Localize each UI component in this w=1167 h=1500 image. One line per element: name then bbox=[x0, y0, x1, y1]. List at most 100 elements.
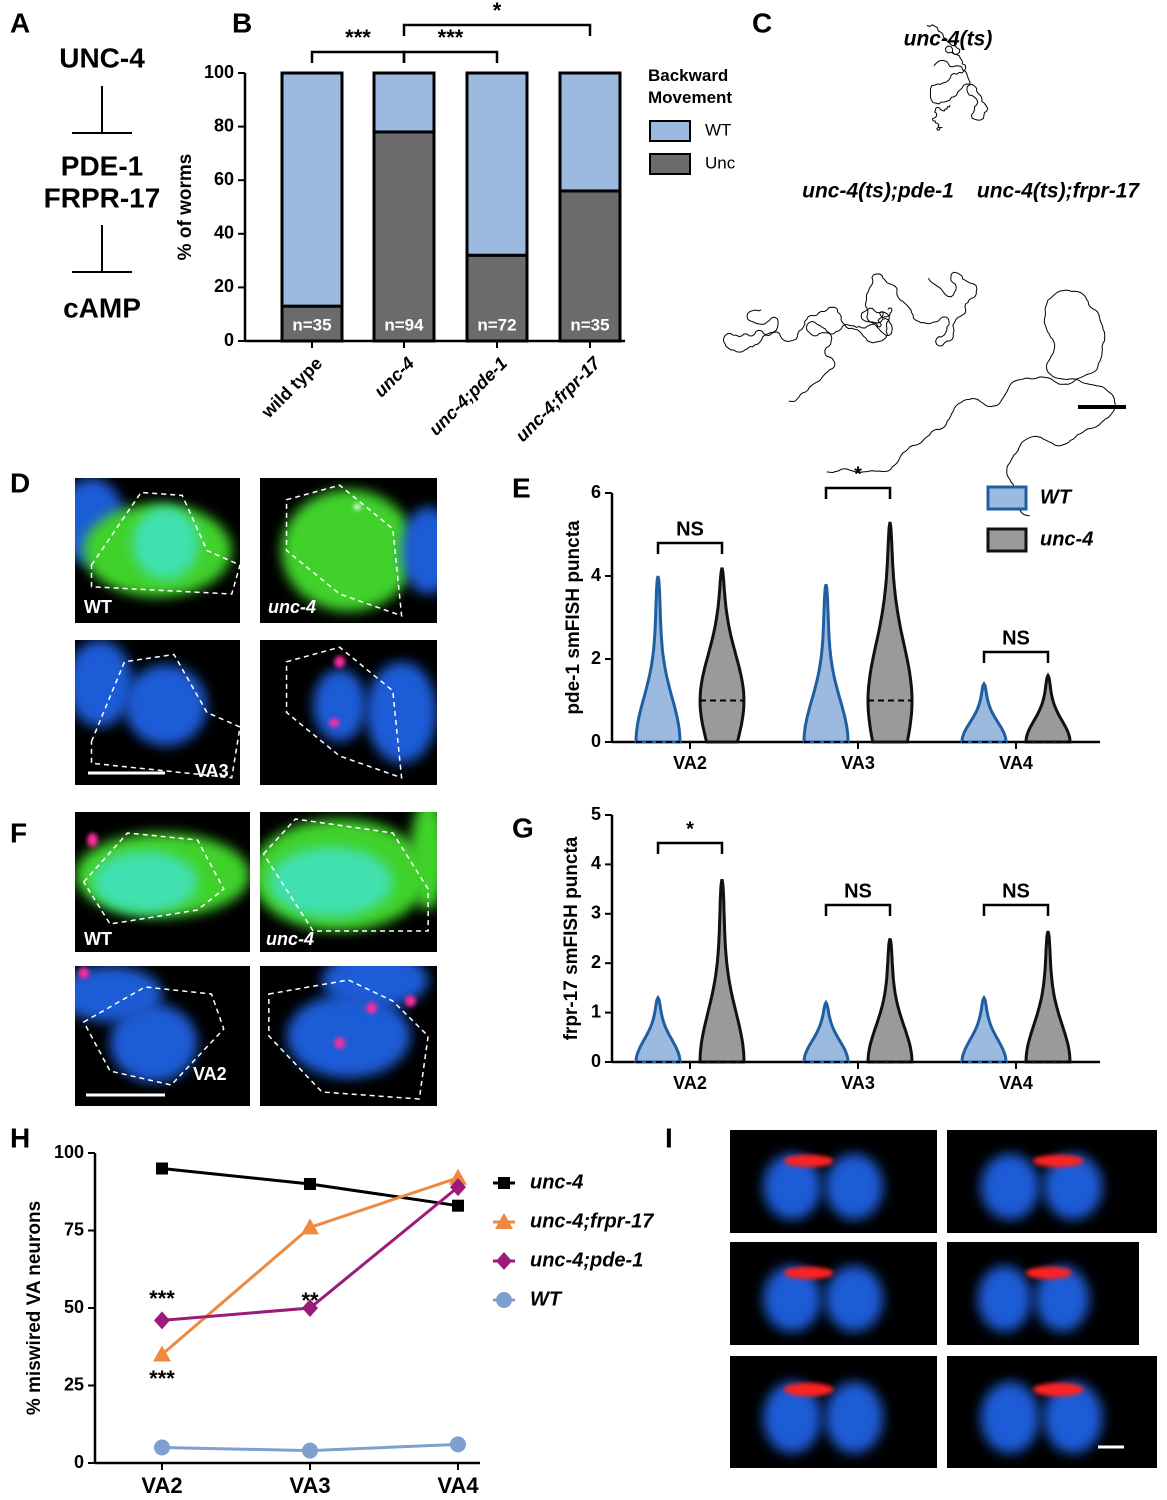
pathway-node: cAMP bbox=[63, 292, 141, 323]
violin bbox=[698, 878, 746, 1064]
significance-bracket bbox=[824, 903, 892, 916]
marker bbox=[153, 1345, 171, 1362]
x-tick-label: unc-4;pde-1 bbox=[425, 353, 511, 439]
violin bbox=[802, 999, 850, 1064]
bar-annotation: n=94 bbox=[384, 315, 424, 334]
marker bbox=[452, 1199, 464, 1212]
panel-letter: F bbox=[10, 817, 27, 848]
cell-signal bbox=[132, 507, 199, 580]
marker bbox=[302, 1442, 318, 1459]
legend-label: unc-4;pde-1 bbox=[530, 1249, 643, 1271]
significance-bracket bbox=[656, 541, 724, 554]
y-tick-label: 100 bbox=[54, 1142, 84, 1162]
cell-signal bbox=[313, 669, 367, 742]
micrograph-label: WT bbox=[84, 597, 112, 617]
y-tick-label: 80 bbox=[214, 115, 234, 135]
cell-signal bbox=[286, 994, 411, 1078]
x-tick-label: VA3 bbox=[841, 753, 875, 773]
worm-track bbox=[864, 271, 978, 347]
y-tick-label: 5 bbox=[591, 804, 601, 824]
track-title: unc-4(ts);frpr-17 bbox=[977, 180, 1140, 203]
x-tick-label: VA4 bbox=[437, 1473, 479, 1498]
y-tick-label: 50 bbox=[64, 1297, 84, 1317]
panel-letter: H bbox=[10, 1122, 30, 1153]
x-tick-label: VA3 bbox=[289, 1473, 330, 1498]
cell-signal bbox=[783, 1154, 834, 1168]
legend-label: WT bbox=[705, 120, 731, 139]
marker bbox=[450, 1178, 466, 1197]
worm-track bbox=[722, 306, 890, 353]
bar-segment bbox=[465, 71, 529, 257]
track-title: unc-4(ts);pde-1 bbox=[802, 180, 954, 203]
bar-annotation: n=35 bbox=[570, 315, 609, 334]
pathway-node: UNC-4 bbox=[59, 42, 145, 73]
cell-signal bbox=[1033, 1382, 1084, 1397]
cell-signal bbox=[825, 1265, 884, 1332]
cell-signal bbox=[980, 1381, 1040, 1454]
marker bbox=[304, 1178, 316, 1190]
y-tick-label: 20 bbox=[214, 276, 234, 296]
significance-bracket bbox=[310, 50, 406, 63]
micrograph-label: unc-4 bbox=[266, 929, 314, 949]
y-tick-label: 2 bbox=[591, 952, 601, 972]
y-tick-label: 40 bbox=[214, 223, 234, 243]
micrograph-content bbox=[977, 1265, 1090, 1332]
cell-outline bbox=[268, 979, 429, 1100]
marker bbox=[496, 1252, 512, 1270]
worm-track bbox=[869, 307, 893, 328]
cell-signal bbox=[1033, 1154, 1084, 1168]
cell-signal bbox=[401, 507, 437, 594]
worm-track bbox=[826, 289, 1106, 474]
cell-signal bbox=[366, 1002, 377, 1014]
marker bbox=[301, 1218, 319, 1235]
bar-segment bbox=[280, 71, 344, 308]
marker bbox=[496, 1292, 512, 1308]
significance-bracket bbox=[982, 650, 1050, 663]
panel-letter: B bbox=[232, 7, 252, 38]
worm-track bbox=[788, 317, 893, 402]
x-tick-label: unc-4 bbox=[370, 353, 418, 401]
cell-signal bbox=[1043, 1381, 1103, 1454]
violin bbox=[960, 680, 1008, 744]
worm-track bbox=[933, 59, 989, 121]
significance-label: NS bbox=[1002, 627, 1030, 649]
worm-track bbox=[1006, 299, 1116, 517]
y-tick-label: 3 bbox=[591, 903, 601, 923]
panel-letter: E bbox=[512, 472, 531, 503]
x-tick-label: VA2 bbox=[673, 1073, 707, 1093]
worm-track bbox=[931, 104, 951, 131]
cell-signal bbox=[1025, 1266, 1072, 1280]
micrograph-content bbox=[75, 832, 250, 925]
marker bbox=[154, 1439, 170, 1456]
micrograph-content bbox=[763, 1153, 884, 1220]
micrograph-content bbox=[763, 1265, 884, 1332]
cell-signal bbox=[763, 1153, 822, 1220]
micrograph-content bbox=[980, 1381, 1103, 1454]
y-tick-label: 0 bbox=[591, 1051, 601, 1071]
cell-signal bbox=[75, 640, 133, 727]
cell-outline bbox=[285, 484, 403, 617]
y-axis-label: % miswired VA neurons bbox=[24, 1201, 45, 1415]
y-tick-label: 6 bbox=[591, 482, 601, 502]
significance-label: ** bbox=[301, 1288, 319, 1313]
micrograph-label: WT bbox=[84, 929, 112, 949]
panel-letter: D bbox=[10, 467, 30, 498]
cell-signal bbox=[334, 655, 345, 668]
y-tick-label: 25 bbox=[64, 1374, 84, 1394]
cell-signal bbox=[1035, 1265, 1090, 1332]
panel-letter: A bbox=[10, 7, 30, 38]
micrograph-content bbox=[75, 640, 240, 779]
micrograph-content bbox=[980, 1153, 1103, 1220]
cell-signal bbox=[825, 1153, 884, 1220]
x-tick-label: wild type bbox=[257, 353, 326, 422]
micrograph-label: unc-4 bbox=[268, 597, 316, 617]
marker bbox=[154, 1311, 170, 1330]
cell-signal bbox=[1043, 1153, 1103, 1220]
significance-label: *** bbox=[149, 1366, 175, 1391]
significance-bracket bbox=[656, 841, 724, 854]
micrograph-content bbox=[75, 966, 225, 1086]
x-tick-label: VA2 bbox=[141, 1473, 182, 1498]
series-line bbox=[161, 1176, 459, 1356]
